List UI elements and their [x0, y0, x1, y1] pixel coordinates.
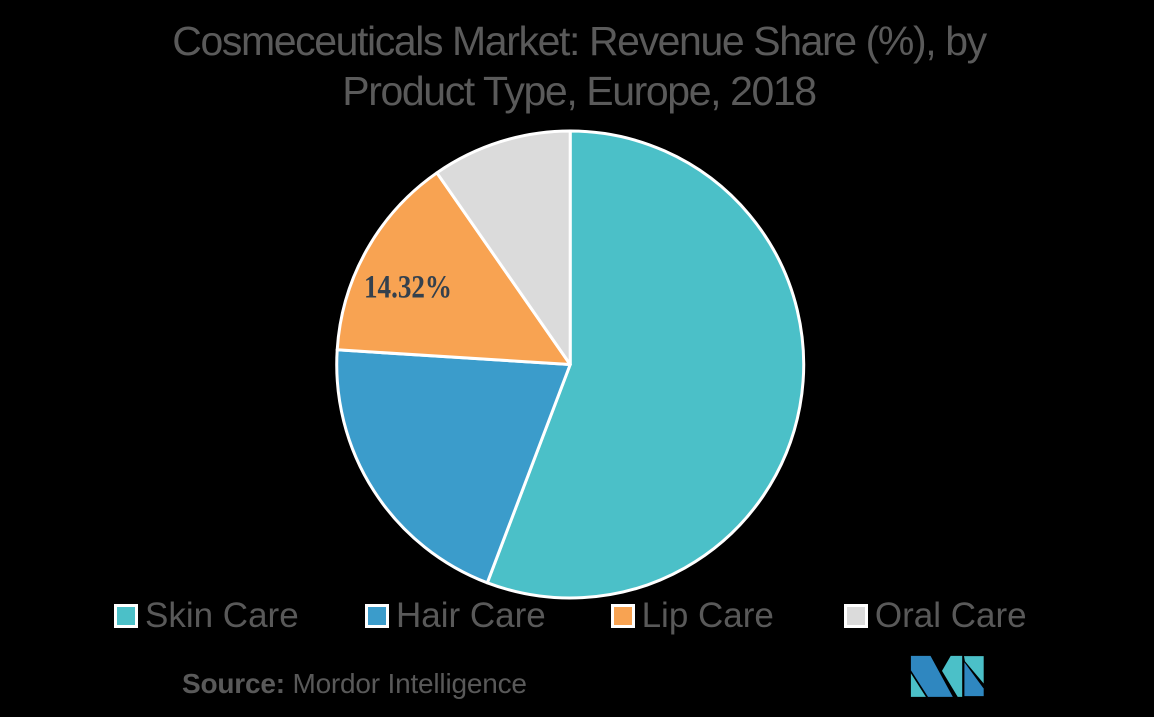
- svg-text:14.32%: 14.32%: [364, 270, 452, 306]
